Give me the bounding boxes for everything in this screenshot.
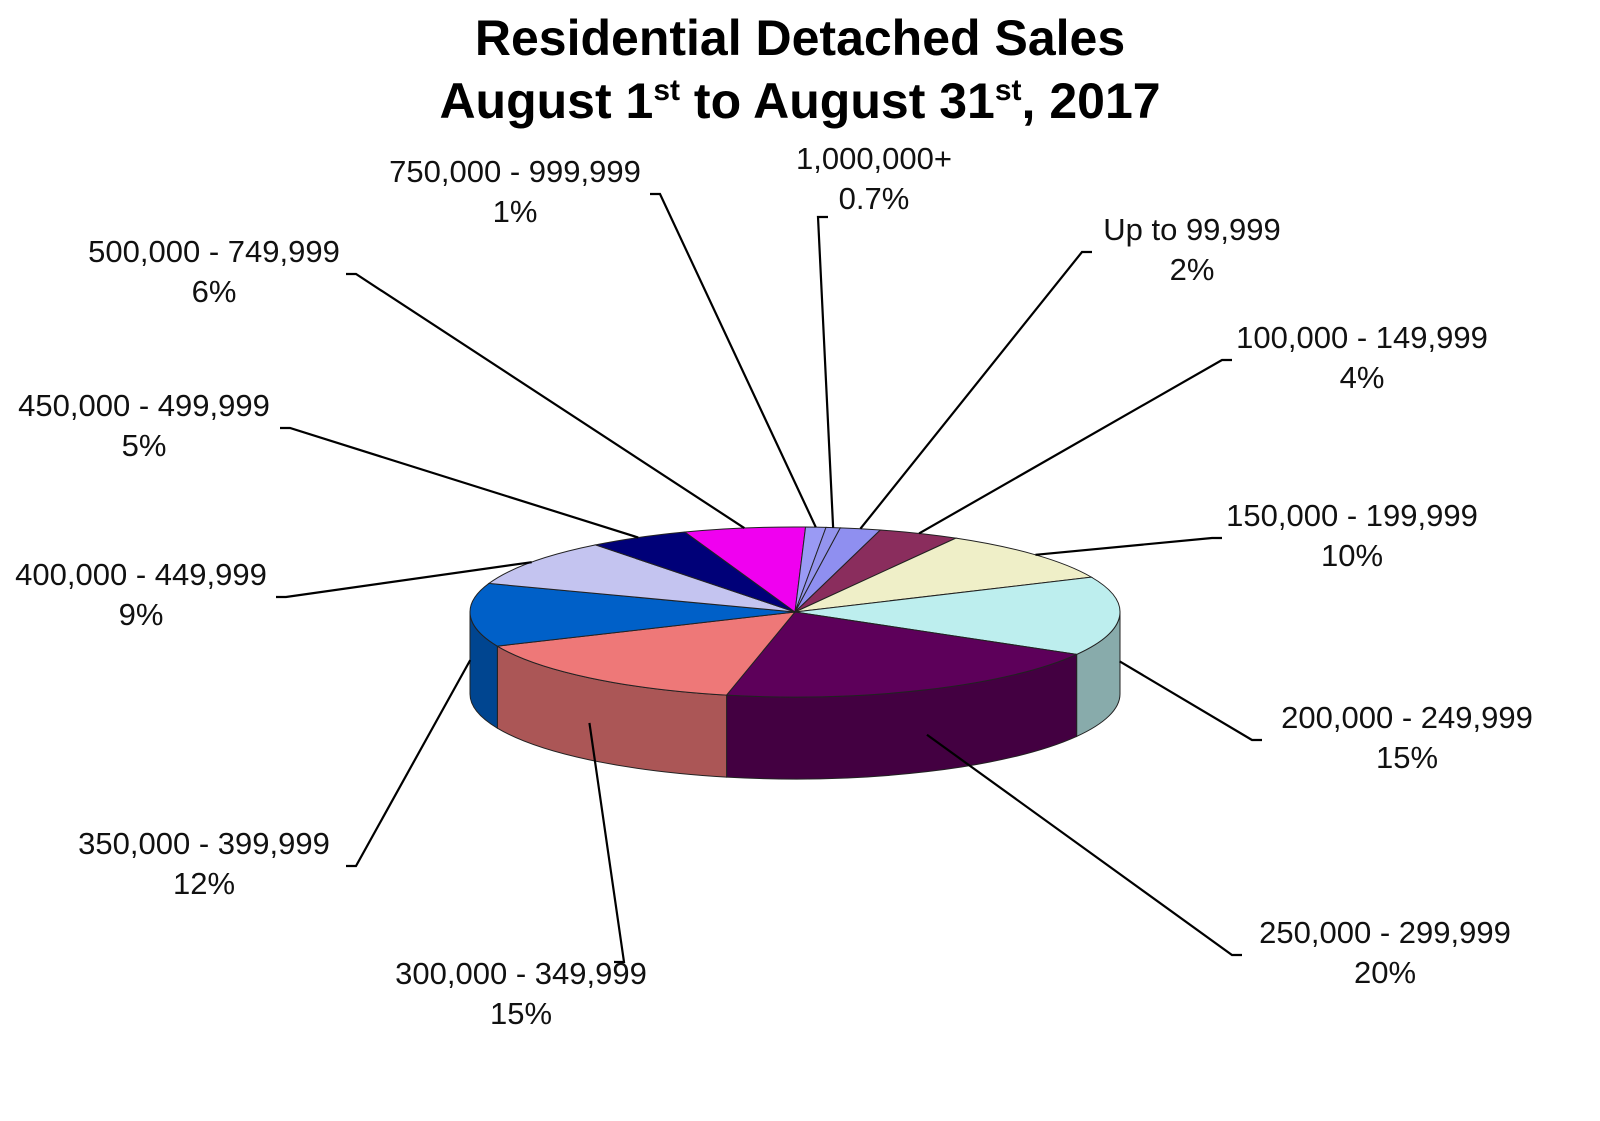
slice-label-4: 200,000 - 249,999	[1281, 700, 1533, 735]
slice-value-label-4: 15%	[1376, 740, 1438, 775]
slice-label-12: 1,000,000+	[796, 141, 952, 176]
chart-title-line1: Residential Detached Sales	[475, 10, 1125, 66]
slice-label-3: 150,000 - 199,999	[1226, 498, 1478, 533]
pie-slice-5	[725, 611, 1079, 698]
pie-slice-8	[487, 544, 796, 613]
leader-line-4	[1119, 660, 1262, 742]
slice-labels: Up to 99,999 2% 100,000 - 149,999 4% 150,000…	[15, 141, 1533, 1031]
leader-line-11	[650, 192, 817, 528]
slice-value-label-9: 5%	[122, 428, 167, 463]
slice-value-label-2: 4%	[1340, 360, 1385, 395]
title-date-end: to August 31	[680, 73, 995, 129]
slice-label-10: 500,000 - 749,999	[88, 234, 340, 269]
pie-slice-4	[794, 576, 1121, 655]
slice-value-label-12: 0.7%	[839, 181, 910, 216]
slice-label-7: 350,000 - 399,999	[78, 826, 330, 861]
leader-line-12	[816, 215, 835, 528]
leader-line-1	[859, 250, 1092, 530]
slice-value-label-10: 6%	[192, 274, 237, 309]
slice-label-11: 750,000 - 999,999	[389, 154, 641, 189]
slice-value-label-1: 2%	[1170, 252, 1215, 287]
slice-label-8: 400,000 - 449,999	[15, 557, 267, 592]
pie-slice-7	[469, 582, 796, 647]
leader-line-5	[926, 733, 1242, 957]
leader-line-7	[346, 659, 472, 868]
chart-title-line2: August 1st to August 31st, 2017	[439, 73, 1160, 129]
slice-label-2: 100,000 - 149,999	[1236, 320, 1488, 355]
pie-top-slices	[469, 526, 1121, 698]
leader-line-6	[588, 722, 626, 964]
leader-lines	[276, 192, 1262, 964]
leader-line-9	[280, 426, 639, 539]
slice-value-label-3: 10%	[1321, 538, 1383, 573]
title-year: , 2017	[1022, 73, 1161, 129]
slice-label-9: 450,000 - 499,999	[18, 388, 270, 423]
title-superscript-start: st	[653, 74, 680, 107]
chart-title: Residential Detached Sales August 1st to…	[439, 10, 1160, 129]
slice-value-label-11: 1%	[493, 194, 538, 229]
title-superscript-end: st	[995, 74, 1022, 107]
slice-value-label-6: 15%	[490, 996, 552, 1031]
leader-line-10	[346, 272, 745, 529]
leader-line-3	[1035, 536, 1222, 556]
title-date-start: August 1	[439, 73, 653, 129]
slice-value-label-8: 9%	[119, 597, 164, 632]
slice-label-6: 300,000 - 349,999	[395, 956, 647, 991]
pie-side-walls	[469, 611, 1121, 780]
slice-label-1: Up to 99,999	[1103, 212, 1281, 247]
slice-value-label-5: 20%	[1354, 955, 1416, 990]
pie-slice-6	[495, 611, 797, 696]
pie-slice-10	[683, 526, 807, 613]
slice-label-5: 250,000 - 299,999	[1259, 915, 1511, 950]
slice-value-label-7: 12%	[173, 866, 235, 901]
leader-line-8	[276, 561, 532, 599]
leader-line-2	[918, 358, 1232, 535]
